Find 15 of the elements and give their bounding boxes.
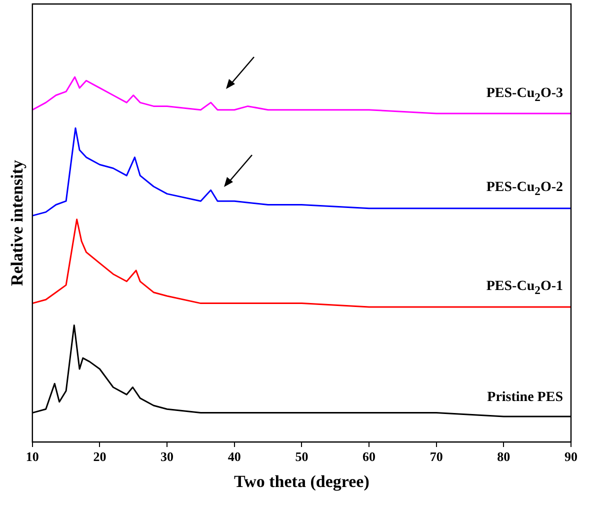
x-tick-label: 80: [497, 449, 510, 464]
series-label: PES-Cu$_{2}$O-1: [486, 279, 563, 297]
x-tick-label: 30: [160, 449, 174, 464]
series-label: PES-Cu$_{2}$O-2: [486, 180, 563, 198]
x-tick-label: 70: [430, 449, 443, 464]
y-axis-title: Relative intensity: [8, 159, 27, 286]
x-tick-label: 40: [228, 449, 241, 464]
series-label: PES-Cu$_{2}$O-3: [486, 86, 563, 104]
x-tick-label: 10: [26, 449, 39, 464]
x-tick-label: 90: [564, 449, 578, 464]
x-axis-title: Two theta (degree): [234, 472, 370, 492]
x-tick-label: 50: [295, 449, 308, 464]
x-tick-label: 20: [93, 449, 106, 464]
x-tick-label: 60: [362, 449, 376, 464]
series-label: Pristine PES: [487, 390, 563, 406]
